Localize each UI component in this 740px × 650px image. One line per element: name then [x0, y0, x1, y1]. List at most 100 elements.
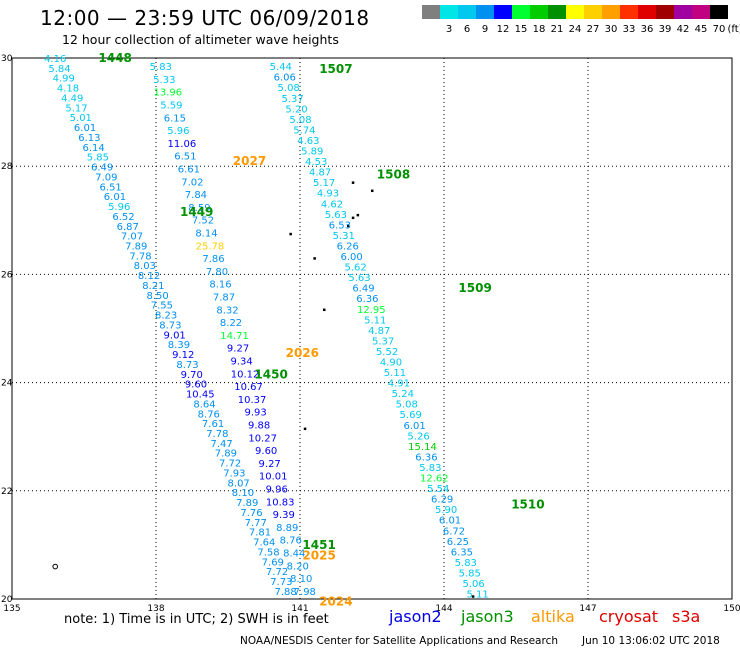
scale-label: 36	[640, 24, 654, 35]
swh-value: 4.93	[317, 189, 339, 200]
swh-value: 5.54	[427, 484, 449, 495]
swh-value: 13.96	[154, 88, 183, 99]
swh-value: 7.78	[206, 429, 228, 440]
swh-value: 4.62	[321, 199, 343, 210]
swh-value: 5.96	[108, 202, 130, 213]
swh-value: 6.01	[74, 123, 96, 134]
pass-label: 1507	[319, 62, 352, 76]
swh-value: 5.85	[87, 153, 109, 164]
swh-value: 6.13	[78, 133, 100, 144]
swh-value: 6.51	[174, 152, 196, 163]
scale-swatch	[458, 5, 476, 19]
swh-value: 6.36	[415, 452, 437, 463]
swh-value: 8.44	[283, 548, 305, 559]
swh-value: 5.44	[270, 62, 292, 73]
swh-value: 5.62	[344, 263, 366, 274]
swh-value: 8.50	[146, 291, 168, 302]
swh-value: 14.71	[220, 331, 249, 342]
legend-altika: altika	[531, 607, 575, 626]
swh-value: 4.91	[388, 379, 410, 390]
scale-label: 15	[514, 24, 528, 35]
pass-label: 1451	[302, 538, 335, 552]
swh-value: 4.87	[309, 168, 331, 179]
scale-label: 30	[604, 24, 618, 35]
swh-value: 8.12	[138, 271, 160, 282]
swh-value: 7.07	[121, 232, 143, 243]
swh-value: 9.27	[259, 459, 281, 470]
swh-value: 25.78	[196, 241, 225, 252]
swh-value: 6.01	[104, 192, 126, 203]
island-dot	[356, 213, 360, 217]
swh-value: 8.07	[228, 478, 250, 489]
scale-swatch	[638, 5, 656, 19]
swh-value: 7.77	[245, 518, 267, 529]
swh-value: 6.53	[329, 220, 351, 231]
plot-frame	[11, 57, 733, 600]
scale-label: 42	[676, 24, 690, 35]
altimeter-tracks: 4.165.844.994.184.495.175.016.016.136.14…	[44, 51, 489, 601]
swh-value: 8.23	[155, 311, 177, 322]
swh-value: 8.20	[287, 561, 309, 572]
island-dot	[313, 257, 316, 260]
lat-tick-label: 24	[1, 379, 13, 389]
swh-value: 6.36	[356, 294, 378, 305]
pass-label: 2027	[233, 154, 266, 168]
scale-swatch	[476, 5, 494, 19]
swh-value: 11.06	[168, 139, 197, 150]
swh-value: 7.52	[192, 216, 214, 227]
scale-label: 27	[586, 24, 600, 35]
swh-value: 6.25	[447, 537, 469, 548]
swh-value: 9.12	[172, 350, 194, 361]
scale-label: 70	[712, 24, 726, 35]
lon-tick-label: 135	[3, 604, 20, 614]
page-title: 12:00 — 23:59 UTC 06/09/2018	[40, 6, 370, 30]
note-text: note: 1) Time is in UTC; 2) SWH is in fe…	[64, 612, 329, 627]
swh-value: 7.89	[236, 498, 258, 509]
graticule	[12, 58, 732, 599]
swh-value: 7.76	[240, 508, 262, 519]
swh-value: 5.63	[325, 210, 347, 221]
swh-value: 7.69	[262, 557, 284, 568]
swh-value: 7.89	[215, 449, 237, 460]
swh-value: 4.99	[53, 74, 75, 85]
swh-value: 6.29	[431, 495, 453, 506]
island-dot	[351, 181, 355, 184]
swh-value: 8.64	[193, 399, 215, 410]
scale-swatch	[494, 5, 512, 19]
swh-value: 9.60	[185, 380, 207, 391]
swh-value: 5.31	[333, 231, 355, 242]
swh-value: 7.58	[257, 547, 279, 558]
swh-value: 9.96	[266, 484, 288, 495]
swh-value: 4.16	[44, 54, 66, 65]
swh-value: 9.93	[244, 408, 266, 419]
swh-value: 5.83	[150, 62, 172, 73]
legend-s3a: s3a	[672, 607, 701, 626]
scale-unit: (ft)	[727, 24, 740, 35]
swh-value: 7.72	[219, 459, 241, 470]
legend-jason2: jason2	[389, 607, 442, 626]
islands	[52, 181, 475, 598]
pass-label: 1449	[180, 205, 213, 219]
island-dot	[303, 427, 307, 431]
lon-tick-label: 141	[291, 604, 308, 614]
swh-value: 5.20	[285, 104, 307, 115]
swh-value: 6.51	[100, 182, 122, 193]
swh-value: 5.63	[348, 273, 370, 284]
pass-label: 1508	[377, 167, 410, 181]
swh-value: 9.60	[255, 446, 277, 457]
island-dot	[471, 595, 475, 598]
swh-value: 8.89	[276, 523, 298, 534]
lat-tick-label: 28	[1, 162, 13, 172]
swh-value: 5.96	[167, 126, 189, 137]
swh-value: 15.14	[408, 442, 437, 453]
swh-value: 6.87	[117, 222, 139, 233]
scale-label: 6	[463, 24, 471, 35]
lat-tick-label: 22	[1, 487, 12, 497]
lon-tick-label: 144	[435, 604, 452, 614]
lon-tick-label: 138	[147, 604, 164, 614]
swh-value: 5.37	[281, 94, 303, 105]
swh-value: 6.49	[91, 163, 113, 174]
pass-label: 1450	[254, 367, 287, 381]
